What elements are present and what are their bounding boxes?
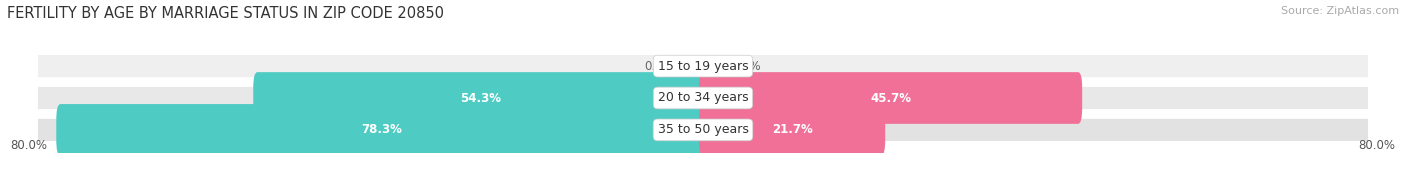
Text: 78.3%: 78.3% [361, 123, 402, 136]
Text: 45.7%: 45.7% [870, 92, 911, 104]
Text: 80.0%: 80.0% [10, 139, 48, 152]
FancyBboxPatch shape [699, 72, 1083, 124]
Text: 20 to 34 years: 20 to 34 years [658, 92, 748, 104]
Text: 15 to 19 years: 15 to 19 years [658, 60, 748, 73]
Text: Source: ZipAtlas.com: Source: ZipAtlas.com [1281, 6, 1399, 16]
Text: 80.0%: 80.0% [1358, 139, 1396, 152]
Text: 21.7%: 21.7% [772, 123, 813, 136]
FancyBboxPatch shape [699, 104, 886, 156]
FancyBboxPatch shape [253, 72, 707, 124]
Text: 0.0%: 0.0% [644, 60, 675, 73]
FancyBboxPatch shape [37, 117, 1369, 142]
Text: 54.3%: 54.3% [460, 92, 501, 104]
Text: 35 to 50 years: 35 to 50 years [658, 123, 748, 136]
FancyBboxPatch shape [56, 104, 707, 156]
FancyBboxPatch shape [37, 86, 1369, 110]
Text: 0.0%: 0.0% [731, 60, 762, 73]
Text: FERTILITY BY AGE BY MARRIAGE STATUS IN ZIP CODE 20850: FERTILITY BY AGE BY MARRIAGE STATUS IN Z… [7, 6, 444, 21]
FancyBboxPatch shape [37, 54, 1369, 79]
